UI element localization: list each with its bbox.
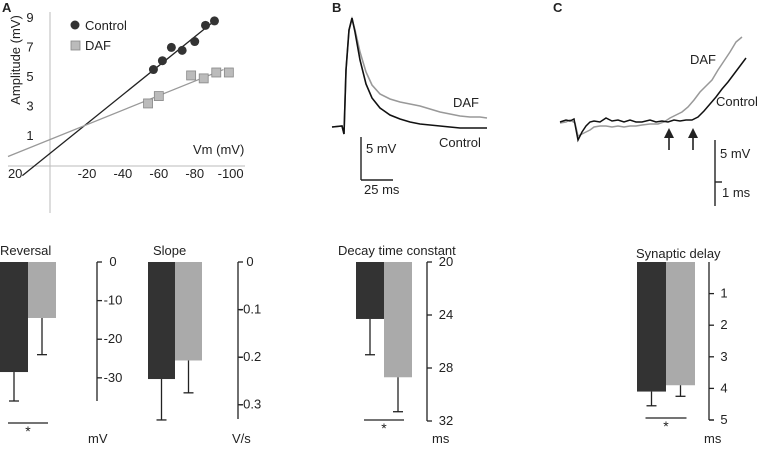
y-tick-label: 1 — [720, 286, 727, 301]
chart-title: Slope — [153, 243, 186, 258]
y-tick-label: 0 — [109, 254, 116, 269]
x-tick-label: 20 — [8, 166, 22, 181]
y-tick-label: -0.2 — [239, 349, 261, 364]
y-tick-label: -0.3 — [239, 397, 261, 412]
trace-daf — [559, 36, 743, 138]
x-tick-label: -100 — [218, 166, 244, 181]
bar-control — [148, 262, 175, 380]
label-control: Control — [439, 135, 481, 150]
legend-control-label: Control — [85, 18, 127, 33]
arrow-icon — [664, 128, 674, 150]
fit-line-control — [21, 20, 215, 177]
y-tick-label: 4 — [720, 380, 727, 395]
y-tick-label: 5 — [720, 412, 727, 427]
data-point-daf — [223, 67, 234, 78]
y-axis-label: Amplitude (mV) — [8, 15, 23, 105]
label-daf: DAF — [690, 52, 716, 67]
unit-label: ms — [704, 431, 722, 446]
data-point-daf — [153, 91, 164, 101]
x-tick-label: -60 — [149, 166, 168, 181]
legend-daf-label: DAF — [85, 38, 111, 53]
data-point-daf — [143, 98, 153, 109]
panel-letter-b: B — [332, 0, 341, 15]
significance-star: * — [25, 423, 31, 439]
trace-control — [331, 17, 487, 135]
arrow-icon — [688, 128, 698, 150]
bar-control — [0, 262, 28, 373]
panel-letter-c: C — [553, 0, 563, 15]
y-tick-label: 24 — [439, 307, 453, 322]
y-tick-label: -10 — [104, 293, 123, 308]
y-tick-label: 32 — [439, 413, 453, 428]
bar-chart-slope: Slope V/s 0 -0.1 -0.2 -0.3 — [148, 243, 261, 446]
x-axis-label: Vm (mV) — [193, 142, 244, 157]
epsp-traces: DAF Control 5 mV 25 ms — [331, 15, 488, 197]
y-tick-label: 9 — [26, 10, 33, 25]
data-point-control — [201, 20, 210, 30]
bar-daf — [666, 262, 695, 386]
chart-title: Synaptic delay — [636, 246, 721, 261]
legend-daf-marker — [70, 40, 81, 51]
scalebar-y-label: 5 mV — [720, 146, 751, 161]
y-tick-label: -20 — [104, 331, 123, 346]
trace-control — [559, 57, 747, 143]
bar-daf — [28, 262, 56, 318]
data-point-control — [209, 16, 219, 26]
y-tick-label: 0 — [246, 254, 253, 269]
scalebar-y-label: 5 mV — [366, 141, 397, 156]
bar-daf — [384, 262, 412, 378]
fit-line-daf — [7, 68, 224, 158]
significance-star: * — [381, 420, 387, 436]
y-tick-label: 5 — [26, 69, 33, 84]
y-tick-label: -30 — [104, 370, 123, 385]
x-tick-label: -20 — [78, 166, 97, 181]
bar-chart-decay: Decay time constant ms 20 24 28 32 * — [338, 243, 456, 446]
data-point-control — [166, 42, 176, 52]
data-point-daf — [198, 73, 209, 84]
data-point-control — [148, 65, 158, 75]
legend-control-marker — [70, 20, 80, 30]
bar-chart-delay: Synaptic delay ms 1 2 3 4 5 * — [636, 246, 728, 446]
bar-chart-reversal: Reversal mV 0 -10 -20 -30 * — [0, 243, 122, 446]
y-tick-label: 7 — [26, 39, 33, 54]
data-point-control — [177, 45, 187, 55]
scalebar-x-label: 1 ms — [722, 185, 751, 200]
y-tick-label: -0.1 — [239, 302, 261, 317]
x-tick-label: -80 — [185, 166, 204, 181]
chart-title: Decay time constant — [338, 243, 456, 258]
unit-label: mV — [88, 431, 108, 446]
x-tick-label: -40 — [114, 166, 133, 181]
y-tick-label: 3 — [26, 98, 33, 113]
y-tick-label: 20 — [439, 254, 453, 269]
y-tick-label: 1 — [26, 128, 33, 143]
label-control: Control — [716, 94, 758, 109]
y-tick-label: 2 — [720, 317, 727, 332]
data-point-control — [157, 56, 167, 66]
chart-title: Reversal — [0, 243, 51, 258]
data-point-daf — [186, 70, 197, 81]
onset-traces: DAF Control 5 mV 1 ms — [559, 36, 758, 206]
y-tick-label: 3 — [720, 349, 727, 364]
y-tick-label: 28 — [439, 360, 453, 375]
unit-label: ms — [432, 431, 450, 446]
label-daf: DAF — [453, 95, 479, 110]
significance-star: * — [663, 418, 669, 434]
data-point-control — [190, 37, 200, 47]
panel-letter-a: A — [2, 0, 12, 15]
bar-daf — [175, 262, 202, 361]
bar-control — [356, 262, 384, 319]
data-point-daf — [211, 67, 222, 78]
scalebar-x-label: 25 ms — [364, 182, 400, 197]
unit-label: V/s — [232, 431, 251, 446]
bar-control — [637, 262, 666, 392]
